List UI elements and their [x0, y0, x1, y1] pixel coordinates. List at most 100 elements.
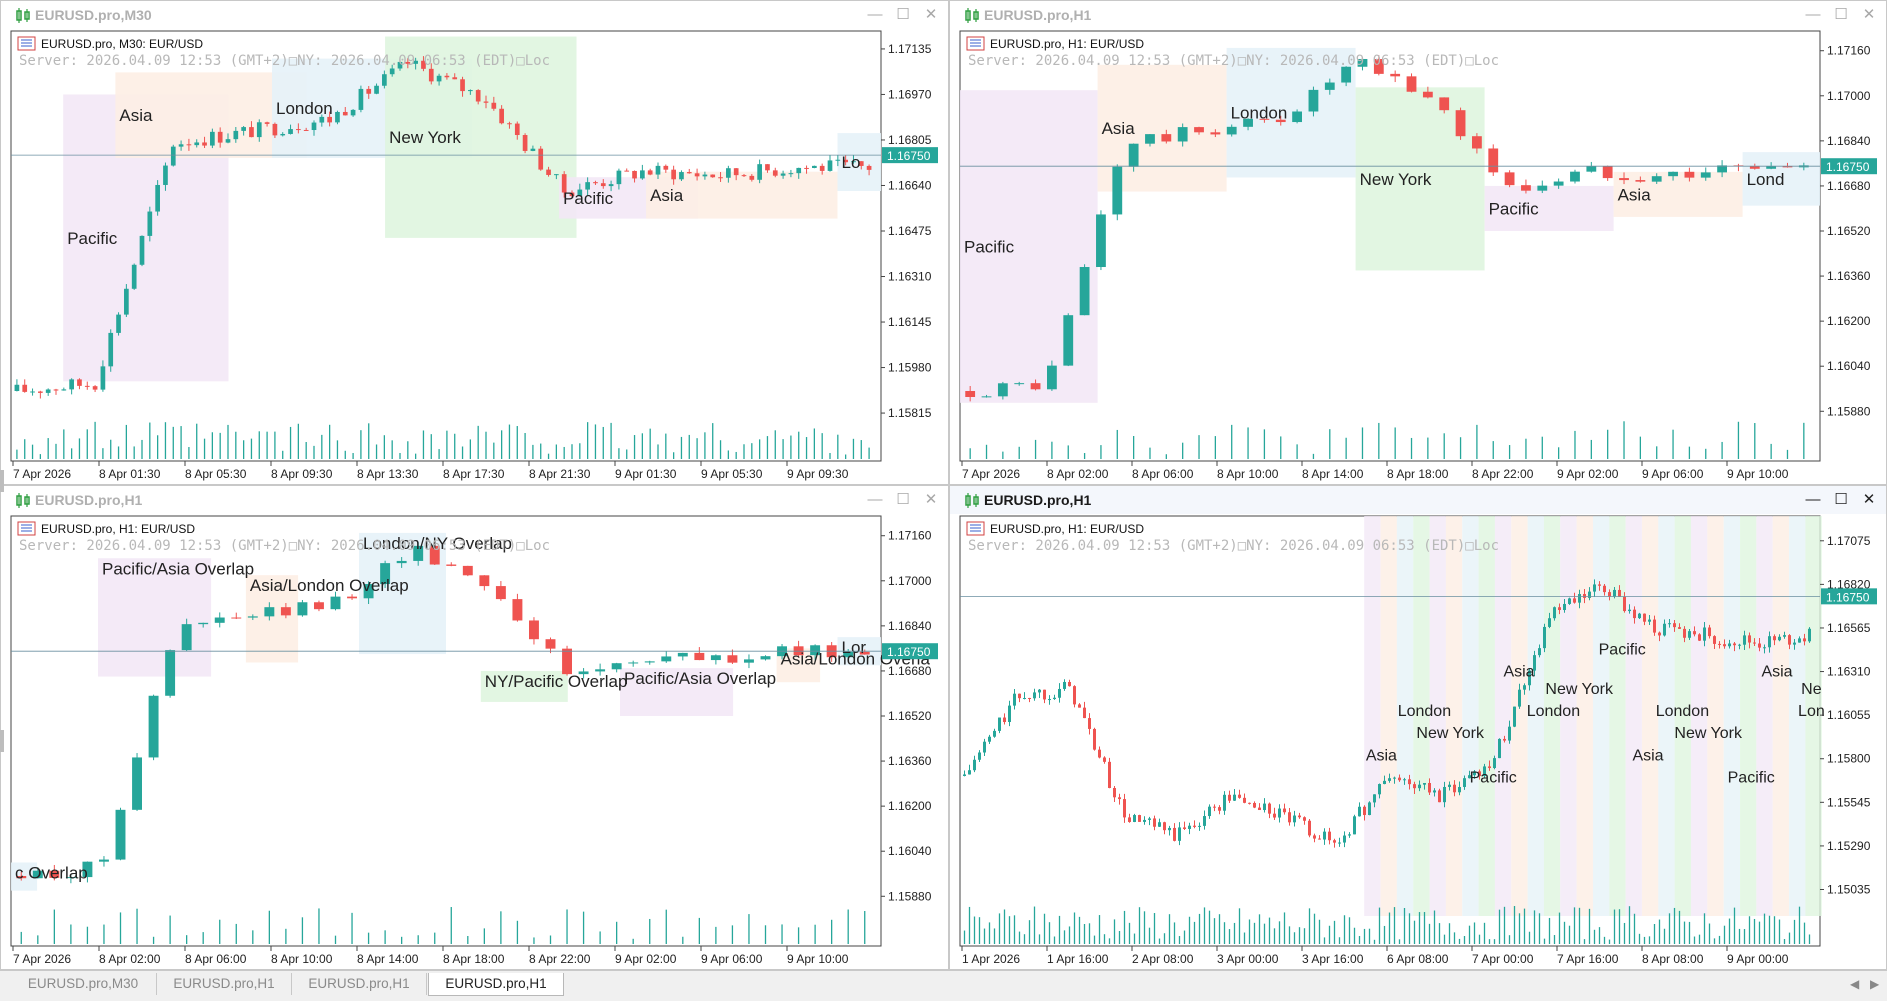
candle-body: [978, 752, 981, 760]
candle-body: [14, 384, 20, 391]
candle-body: [1643, 613, 1646, 622]
candle-body: [1548, 618, 1551, 627]
session-stripe: [1576, 516, 1593, 916]
candle-body: [1635, 180, 1646, 182]
current-price-label: 1.16750: [1826, 160, 1870, 174]
minimize-button[interactable]: —: [1805, 6, 1821, 23]
maximize-button[interactable]: ☐: [896, 6, 910, 23]
tab-scroll-right-icon[interactable]: ▶: [1870, 977, 1880, 991]
candle-body: [1763, 647, 1766, 649]
candle-body: [342, 111, 348, 116]
price-tick-label: 1.17075: [1827, 534, 1871, 548]
candle-body: [866, 165, 872, 170]
candle: [1303, 816, 1306, 825]
candle: [1238, 789, 1241, 799]
candle-body: [495, 586, 506, 600]
candle-body: [1758, 643, 1761, 648]
candle-body: [1578, 594, 1581, 603]
chart-window-h1-overlap[interactable]: EURUSD.pro,H1 — ☐ ✕ c Overlap Pacific/Asi…: [0, 485, 949, 970]
candle-body: [1533, 655, 1536, 671]
candle: [1458, 781, 1461, 796]
candle: [1293, 810, 1296, 827]
candle: [380, 560, 391, 588]
close-button[interactable]: ✕: [1862, 6, 1876, 23]
price-chart[interactable]: Pacific Asia London New York Pacific Asia Lo EU…: [1, 29, 948, 484]
session-label: Pacific: [1599, 641, 1646, 658]
candle-body: [1623, 596, 1626, 612]
chart-window-h1-top[interactable]: EURUSD.pro,H1 — ☐ ✕ Pacific Asia London New…: [949, 0, 1887, 485]
minimize-button[interactable]: —: [1805, 491, 1821, 508]
candle: [429, 541, 440, 566]
maximize-button[interactable]: ☐: [1834, 491, 1848, 508]
maximize-button[interactable]: ☐: [1834, 6, 1848, 23]
candle: [53, 388, 59, 395]
candle-body: [1472, 136, 1482, 149]
tab-scroll-left-icon[interactable]: ◀: [1850, 977, 1860, 991]
tab-eurusd-m30[interactable]: EURUSD.pro,M30: [10, 973, 157, 995]
close-button[interactable]: ✕: [924, 6, 938, 23]
minimize-button[interactable]: —: [867, 6, 883, 23]
price-chart[interactable]: Asia London New York Pacific Asia London New Y…: [950, 514, 1886, 969]
window-titlebar[interactable]: EURUSD.pro,H1 — ☐ ✕: [950, 486, 1886, 514]
candle: [1568, 597, 1571, 605]
candle-body: [350, 109, 356, 116]
tab-eurusd-h1-3[interactable]: EURUSD.pro,H1: [428, 973, 564, 996]
candle-body: [1198, 825, 1201, 827]
candle-body: [1133, 815, 1136, 822]
price-tick-label: 1.16640: [888, 178, 932, 192]
candle: [1718, 641, 1721, 649]
window-titlebar[interactable]: EURUSD.pro,H1 — ☐ ✕: [950, 1, 1886, 29]
tab-eurusd-h1-2[interactable]: EURUSD.pro,H1: [292, 973, 427, 995]
price-tick-label: 1.16200: [888, 799, 932, 813]
candle-body: [733, 168, 739, 176]
close-button[interactable]: ✕: [1862, 491, 1876, 508]
candle-body: [198, 622, 209, 625]
time-tick-label: 8 Apr 06:00: [185, 952, 247, 966]
tab-eurusd-h1-1[interactable]: EURUSD.pro,H1: [157, 973, 292, 995]
candle: [1455, 107, 1466, 140]
candle-body: [1543, 626, 1546, 649]
candle: [710, 654, 721, 665]
session-label: Asia: [119, 106, 153, 125]
candle-body: [1438, 790, 1441, 803]
candle: [718, 172, 723, 182]
candle-body: [780, 173, 786, 176]
session-label: Pacific: [1489, 199, 1540, 218]
candle-body: [16, 876, 27, 879]
candle: [1324, 78, 1335, 95]
candle: [1226, 124, 1237, 137]
candle-body: [1558, 607, 1561, 611]
candle-body: [1653, 619, 1656, 633]
candle-body: [1788, 635, 1791, 645]
candle: [727, 649, 738, 665]
candle-body: [1308, 820, 1311, 836]
window-titlebar[interactable]: EURUSD.pro,H1 — ☐ ✕: [1, 486, 948, 514]
window-title: EURUSD.pro,H1: [984, 492, 1092, 508]
candle-body: [1598, 584, 1601, 586]
candle: [788, 169, 794, 178]
candle: [1033, 688, 1036, 701]
candle-body: [1648, 619, 1651, 622]
minimize-button[interactable]: —: [867, 491, 883, 508]
candle-body: [452, 77, 458, 80]
candle-body: [1651, 176, 1662, 182]
maximize-button[interactable]: ☐: [896, 491, 910, 508]
candle: [1096, 210, 1106, 271]
price-chart[interactable]: Pacific Asia London New York Pacific Asia Lond…: [950, 29, 1886, 484]
candle: [616, 168, 622, 190]
candle-body: [1178, 827, 1181, 841]
candle-body: [256, 122, 262, 138]
session-label: NY/Pacific Overlap: [485, 672, 628, 691]
candle: [446, 562, 457, 567]
candle: [686, 168, 692, 174]
chart-window-h1-active[interactable]: EURUSD.pro,H1 — ☐ ✕ Asia London New York Pa…: [949, 485, 1887, 970]
candle-body: [1453, 784, 1456, 793]
chart-window-m30[interactable]: EURUSD.pro,M30 — ☐ ✕ Pacific Asia London Ne…: [0, 0, 949, 485]
session-stripe: [1560, 516, 1577, 916]
time-tick-label: 8 Apr 21:30: [529, 467, 591, 481]
close-button[interactable]: ✕: [924, 491, 938, 508]
candle: [1063, 313, 1074, 367]
window-titlebar[interactable]: EURUSD.pro,M30 — ☐ ✕: [1, 1, 948, 29]
candle-body: [421, 60, 426, 69]
